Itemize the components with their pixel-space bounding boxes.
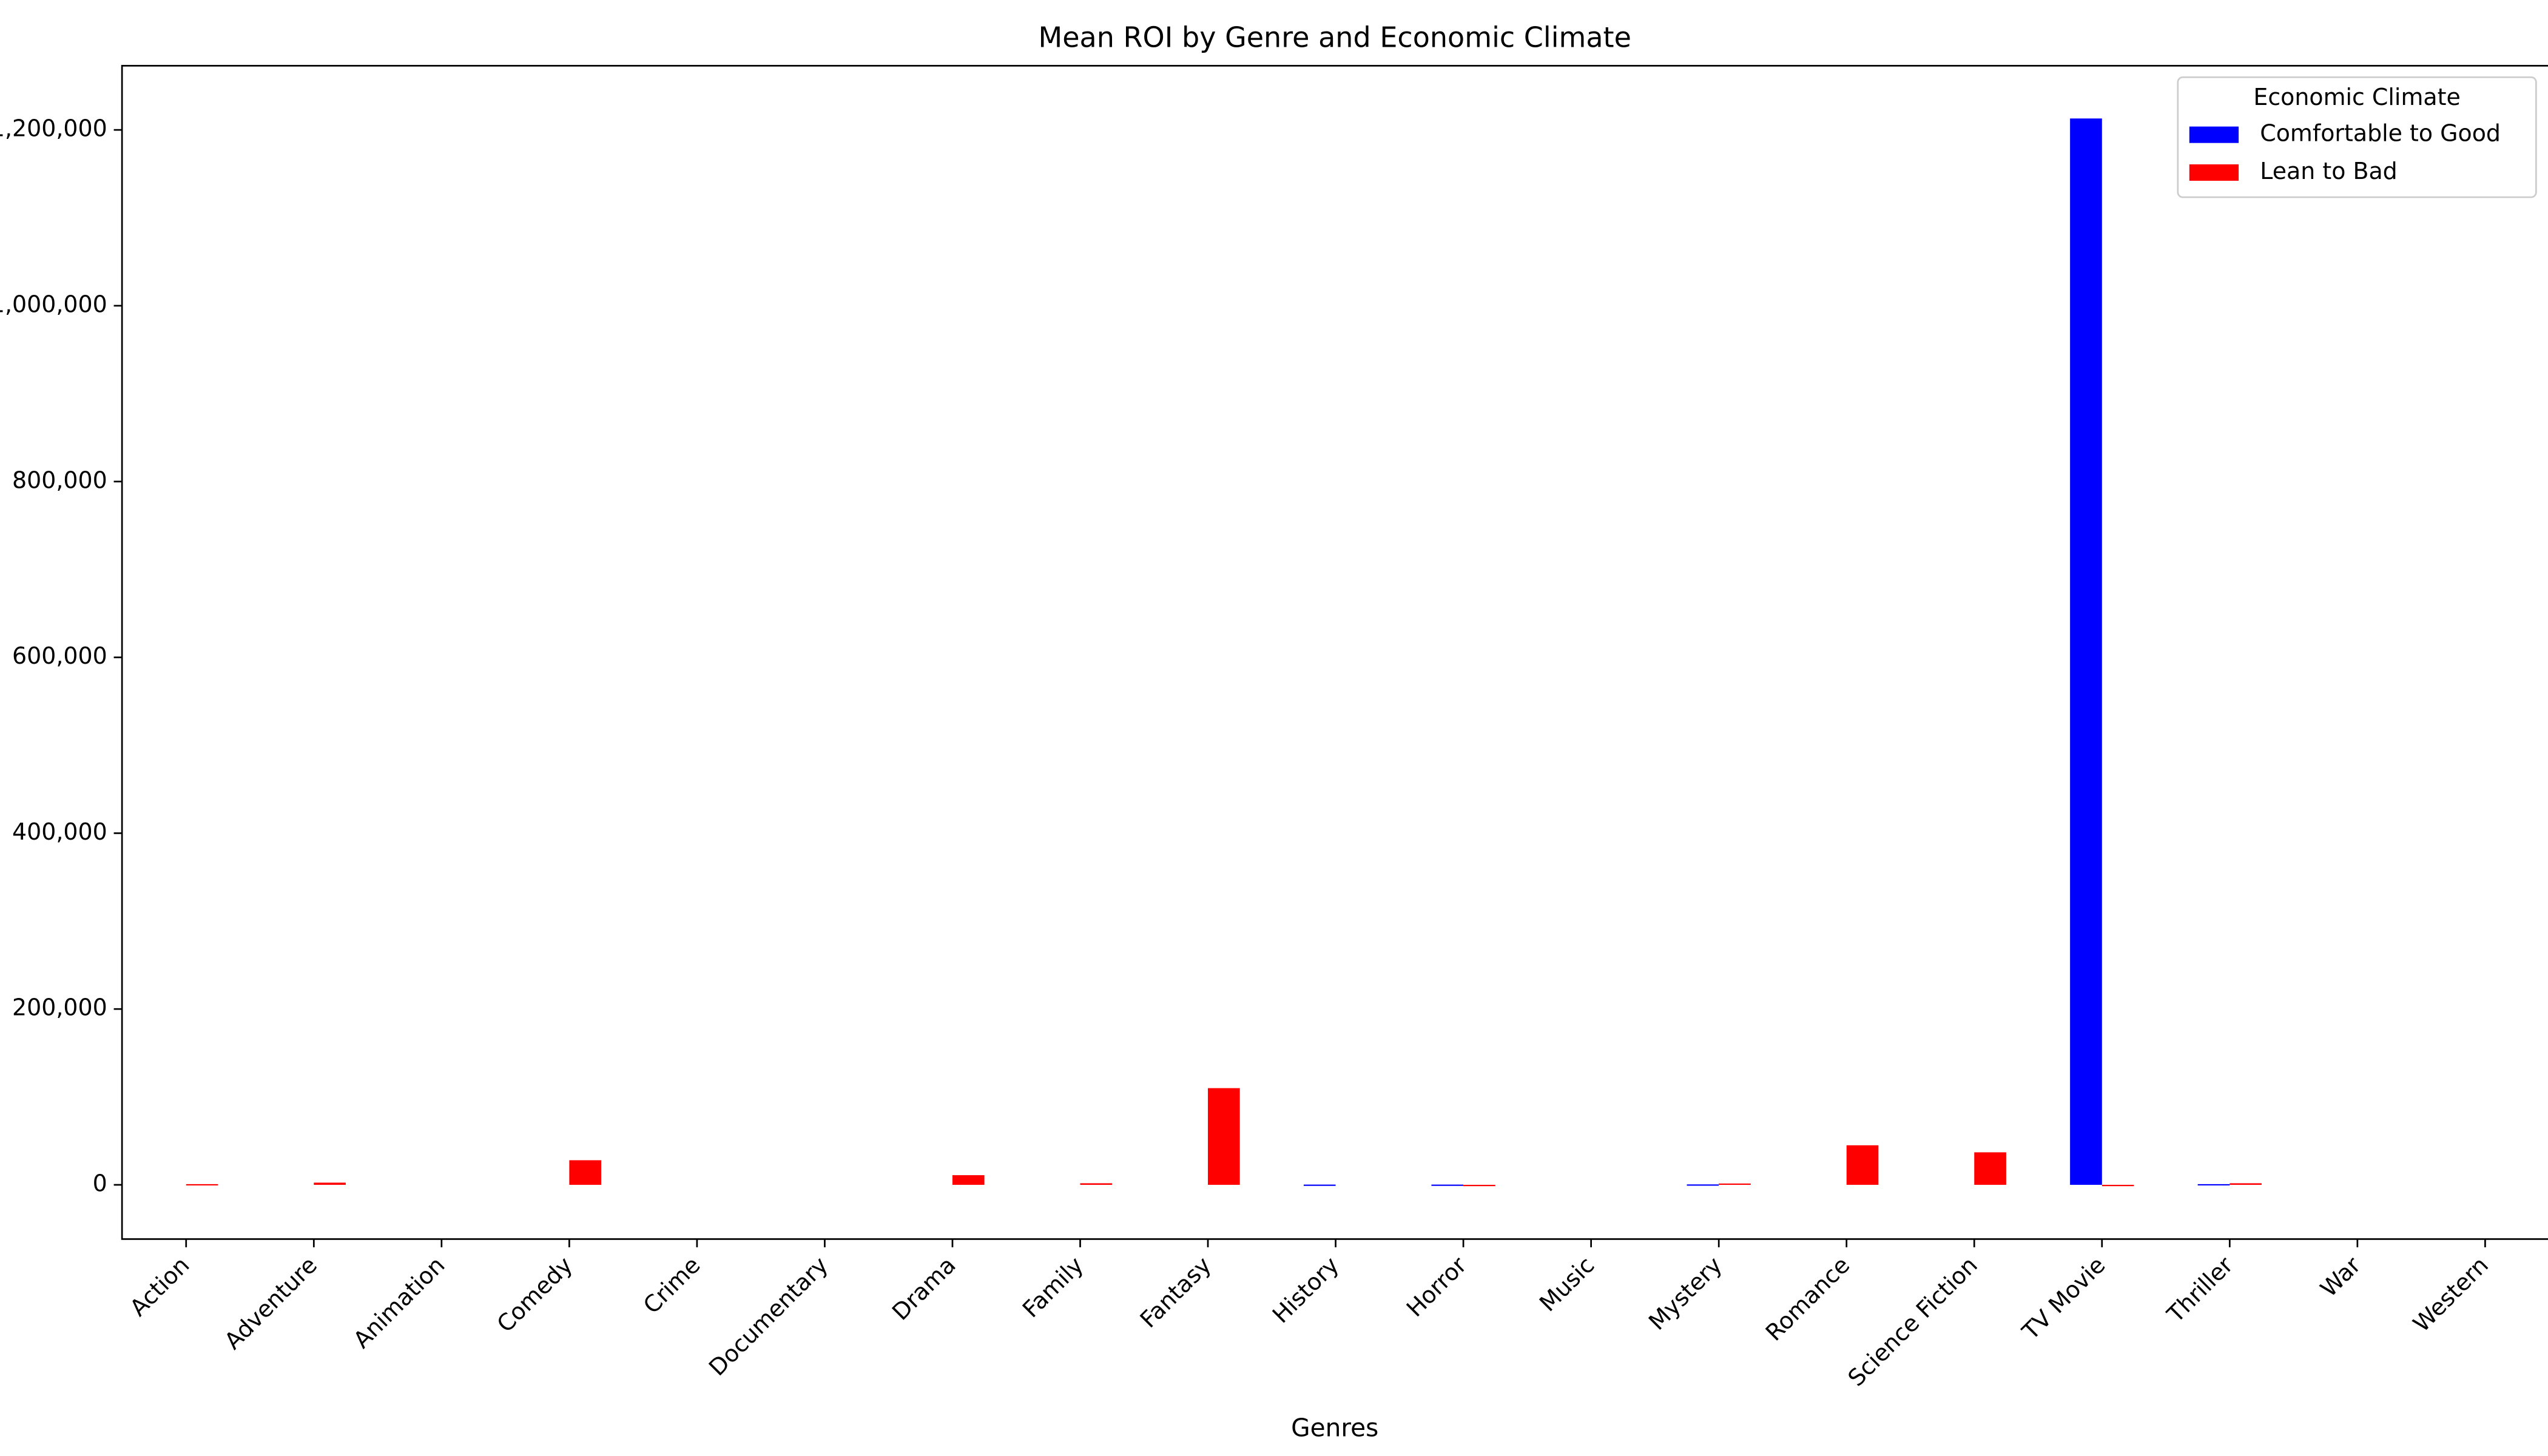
y-tick-label: 1,000,000 [0,291,107,317]
bar [1719,1183,1751,1185]
legend-swatch [2189,126,2239,143]
bar [569,1160,602,1185]
bar [314,1182,346,1185]
legend-label: Lean to Bad [2260,158,2397,184]
y-tick-label: 600,000 [12,642,107,669]
bar [1431,1184,1464,1186]
y-tick-label: 400,000 [12,818,107,845]
bar [1974,1152,2006,1185]
plot-frame [121,64,2548,1240]
bar [1303,1184,1336,1186]
legend-title: Economic Climate [2253,84,2460,110]
bar [2230,1183,2262,1185]
bar [186,1184,218,1186]
x-axis-label: Genres [1291,1414,1378,1443]
legend: Economic Climate Comfortable to Good Lean … [2177,76,2537,198]
bar [1687,1184,1719,1186]
chart-title: Mean ROI by Genre and Economic Climate [1039,21,1631,54]
legend-label: Comfortable to Good [2260,120,2501,147]
bar [1080,1183,1113,1185]
bar [2101,1185,2134,1187]
bar [952,1175,985,1185]
bar [1846,1145,1879,1185]
y-tick-label: 0 [93,1170,107,1197]
legend-swatch [2189,164,2239,181]
bar [1208,1088,1240,1185]
y-tick-label: 1,200,000 [0,115,107,142]
legend-box [2177,76,2537,198]
bar [1463,1185,1495,1187]
y-tick-label: 800,000 [12,467,107,493]
bar [2070,118,2102,1185]
y-tick-label: 200,000 [12,994,107,1021]
bar [2197,1184,2230,1186]
